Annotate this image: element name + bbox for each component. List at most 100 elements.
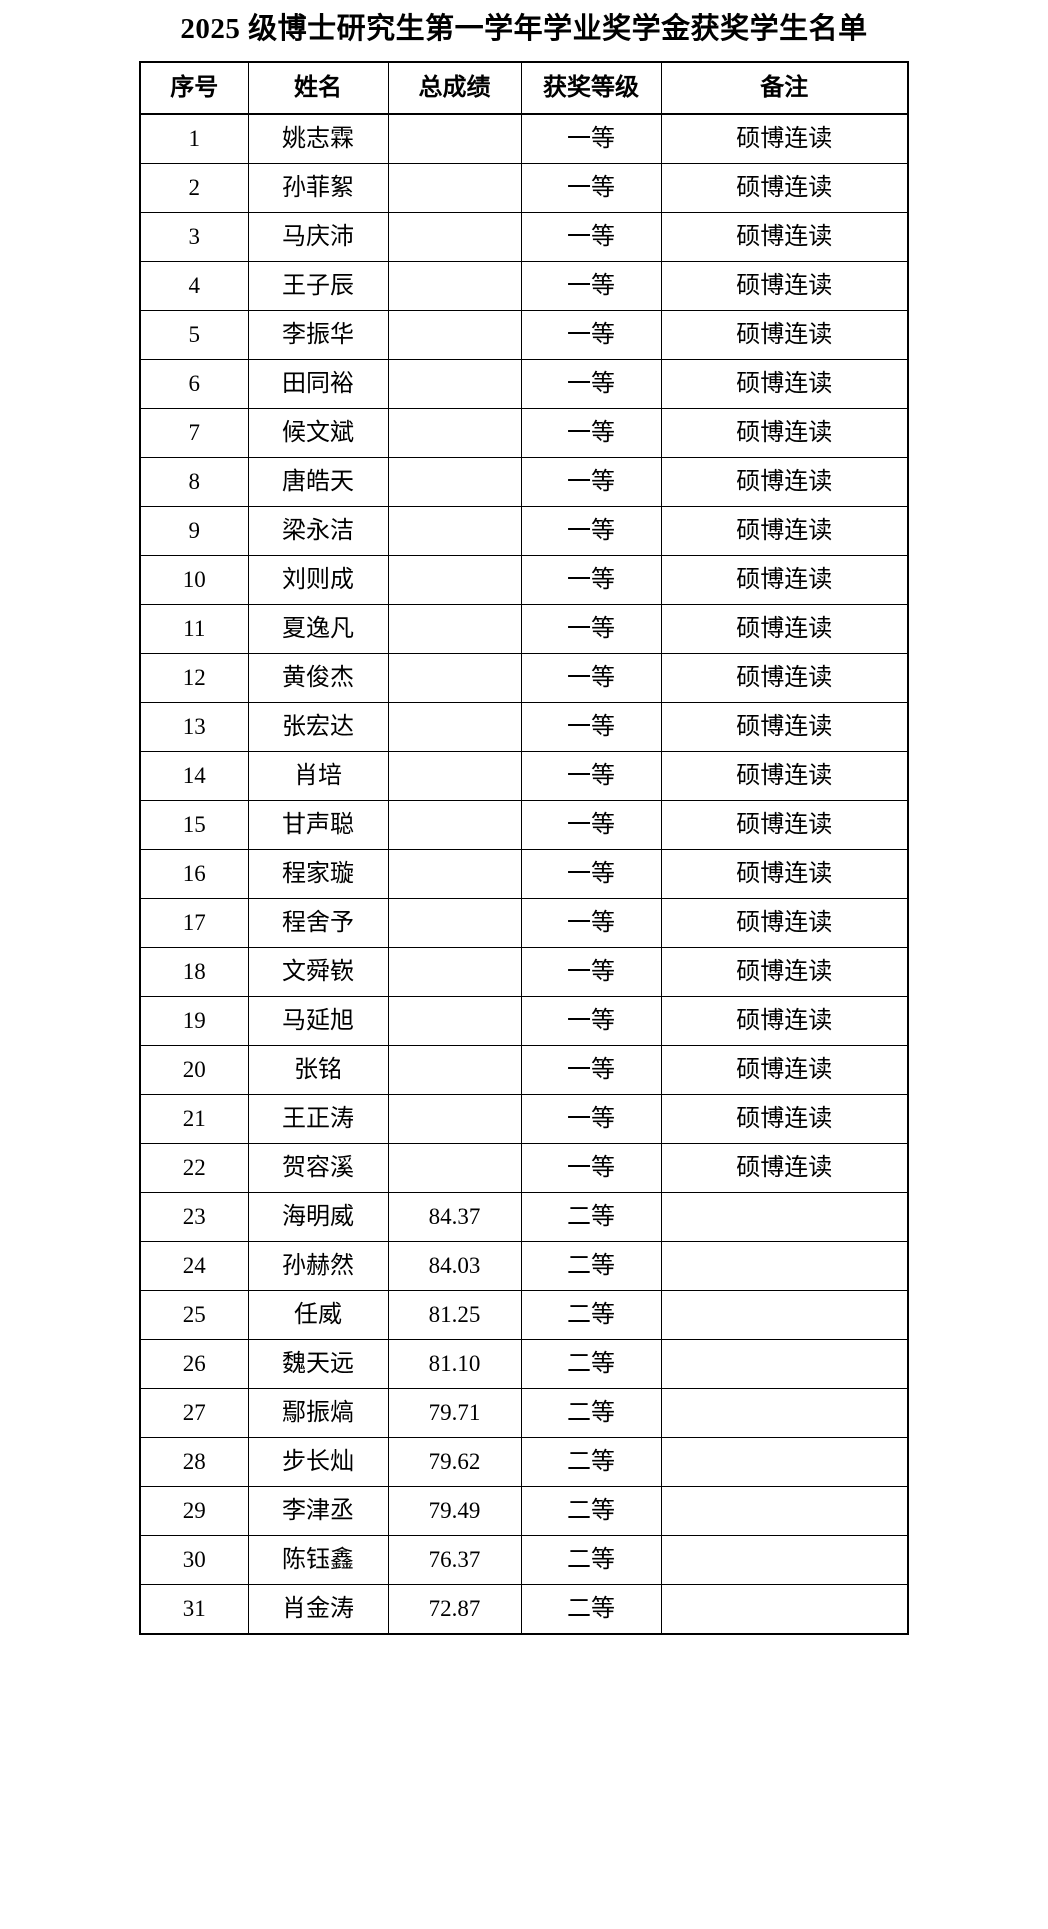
cell-name: 魏天远 (247, 1339, 389, 1389)
cell-level: 二等 (520, 1192, 662, 1242)
awards-table-container: 序号 姓名 总成绩 获奖等级 备注 1 姚志霖 一等 硕博连读 2 孙菲絮 一等 硕博连读 3 马… (0, 61, 1048, 1635)
cell-name: 姚志霖 (247, 113, 389, 164)
column-header-score: 总成绩 (387, 61, 522, 115)
table-row: 21 王正涛 一等 硕博连读 (139, 1094, 909, 1144)
cell-index: 6 (139, 359, 249, 409)
cell-remark (660, 1241, 909, 1291)
cell-score: 81.25 (387, 1290, 522, 1340)
table-row: 16 程家璇 一等 硕博连读 (139, 849, 909, 899)
cell-index: 27 (139, 1388, 249, 1438)
cell-remark: 硕博连读 (660, 604, 909, 654)
cell-index: 13 (139, 702, 249, 752)
cell-level: 一等 (520, 163, 662, 213)
table-row: 17 程舍予 一等 硕博连读 (139, 898, 909, 948)
cell-name: 鄢振熇 (247, 1388, 389, 1438)
column-header-name: 姓名 (247, 61, 389, 115)
cell-score (387, 653, 522, 703)
cell-score (387, 604, 522, 654)
cell-score: 84.37 (387, 1192, 522, 1242)
cell-remark: 硕博连读 (660, 1094, 909, 1144)
cell-remark (660, 1388, 909, 1438)
cell-index: 26 (139, 1339, 249, 1389)
cell-name: 张宏达 (247, 702, 389, 752)
cell-index: 30 (139, 1535, 249, 1585)
cell-level: 一等 (520, 408, 662, 458)
cell-name: 程舍予 (247, 898, 389, 948)
cell-level: 一等 (520, 261, 662, 311)
header-row: 序号 姓名 总成绩 获奖等级 备注 (139, 61, 909, 115)
cell-level: 一等 (520, 359, 662, 409)
cell-name: 程家璇 (247, 849, 389, 899)
cell-score: 79.71 (387, 1388, 522, 1438)
cell-name: 李津丞 (247, 1486, 389, 1536)
cell-index: 29 (139, 1486, 249, 1536)
cell-index: 28 (139, 1437, 249, 1487)
cell-level: 一等 (520, 604, 662, 654)
cell-remark: 硕博连读 (660, 163, 909, 213)
cell-score (387, 751, 522, 801)
cell-remark: 硕博连读 (660, 702, 909, 752)
cell-level: 一等 (520, 849, 662, 899)
cell-level: 一等 (520, 555, 662, 605)
cell-name: 梁永洁 (247, 506, 389, 556)
cell-index: 1 (139, 113, 249, 164)
cell-index: 2 (139, 163, 249, 213)
cell-score: 76.37 (387, 1535, 522, 1585)
cell-level: 二等 (520, 1290, 662, 1340)
cell-remark: 硕博连读 (660, 212, 909, 262)
cell-name: 王正涛 (247, 1094, 389, 1144)
cell-index: 18 (139, 947, 249, 997)
table-header: 序号 姓名 总成绩 获奖等级 备注 (139, 61, 909, 115)
table-row: 18 文舜嵚 一等 硕博连读 (139, 947, 909, 997)
cell-index: 14 (139, 751, 249, 801)
cell-name: 黄俊杰 (247, 653, 389, 703)
cell-score (387, 261, 522, 311)
cell-name: 张铭 (247, 1045, 389, 1095)
cell-remark: 硕博连读 (660, 849, 909, 899)
table-row: 25 任威 81.25 二等 (139, 1290, 909, 1340)
column-header-level: 获奖等级 (520, 61, 662, 115)
cell-level: 一等 (520, 800, 662, 850)
cell-name: 田同裕 (247, 359, 389, 409)
cell-remark: 硕博连读 (660, 310, 909, 360)
table-row: 5 李振华 一等 硕博连读 (139, 310, 909, 360)
cell-score (387, 849, 522, 899)
table-row: 2 孙菲絮 一等 硕博连读 (139, 163, 909, 213)
cell-remark: 硕博连读 (660, 261, 909, 311)
table-row: 7 候文斌 一等 硕博连读 (139, 408, 909, 458)
cell-remark: 硕博连读 (660, 947, 909, 997)
cell-level: 二等 (520, 1388, 662, 1438)
cell-remark (660, 1192, 909, 1242)
cell-remark (660, 1535, 909, 1585)
cell-name: 李振华 (247, 310, 389, 360)
cell-name: 肖培 (247, 751, 389, 801)
cell-level: 一等 (520, 457, 662, 507)
cell-remark: 硕博连读 (660, 359, 909, 409)
table-row: 13 张宏达 一等 硕博连读 (139, 702, 909, 752)
table-row: 22 贺容溪 一等 硕博连读 (139, 1143, 909, 1193)
cell-score (387, 996, 522, 1046)
cell-index: 25 (139, 1290, 249, 1340)
cell-level: 一等 (520, 310, 662, 360)
table-row: 28 步长灿 79.62 二等 (139, 1437, 909, 1487)
cell-score (387, 408, 522, 458)
cell-index: 3 (139, 212, 249, 262)
cell-remark: 硕博连读 (660, 1143, 909, 1193)
cell-name: 马延旭 (247, 996, 389, 1046)
table-row: 23 海明威 84.37 二等 (139, 1192, 909, 1242)
cell-score (387, 212, 522, 262)
cell-remark: 硕博连读 (660, 408, 909, 458)
cell-name: 马庆沛 (247, 212, 389, 262)
cell-remark (660, 1584, 909, 1635)
cell-name: 孙赫然 (247, 1241, 389, 1291)
cell-remark (660, 1339, 909, 1389)
table-row: 3 马庆沛 一等 硕博连读 (139, 212, 909, 262)
table-row: 30 陈钰鑫 76.37 二等 (139, 1535, 909, 1585)
cell-remark (660, 1437, 909, 1487)
cell-index: 24 (139, 1241, 249, 1291)
cell-name: 步长灿 (247, 1437, 389, 1487)
cell-name: 文舜嵚 (247, 947, 389, 997)
cell-score (387, 1045, 522, 1095)
cell-remark: 硕博连读 (660, 555, 909, 605)
cell-name: 贺容溪 (247, 1143, 389, 1193)
